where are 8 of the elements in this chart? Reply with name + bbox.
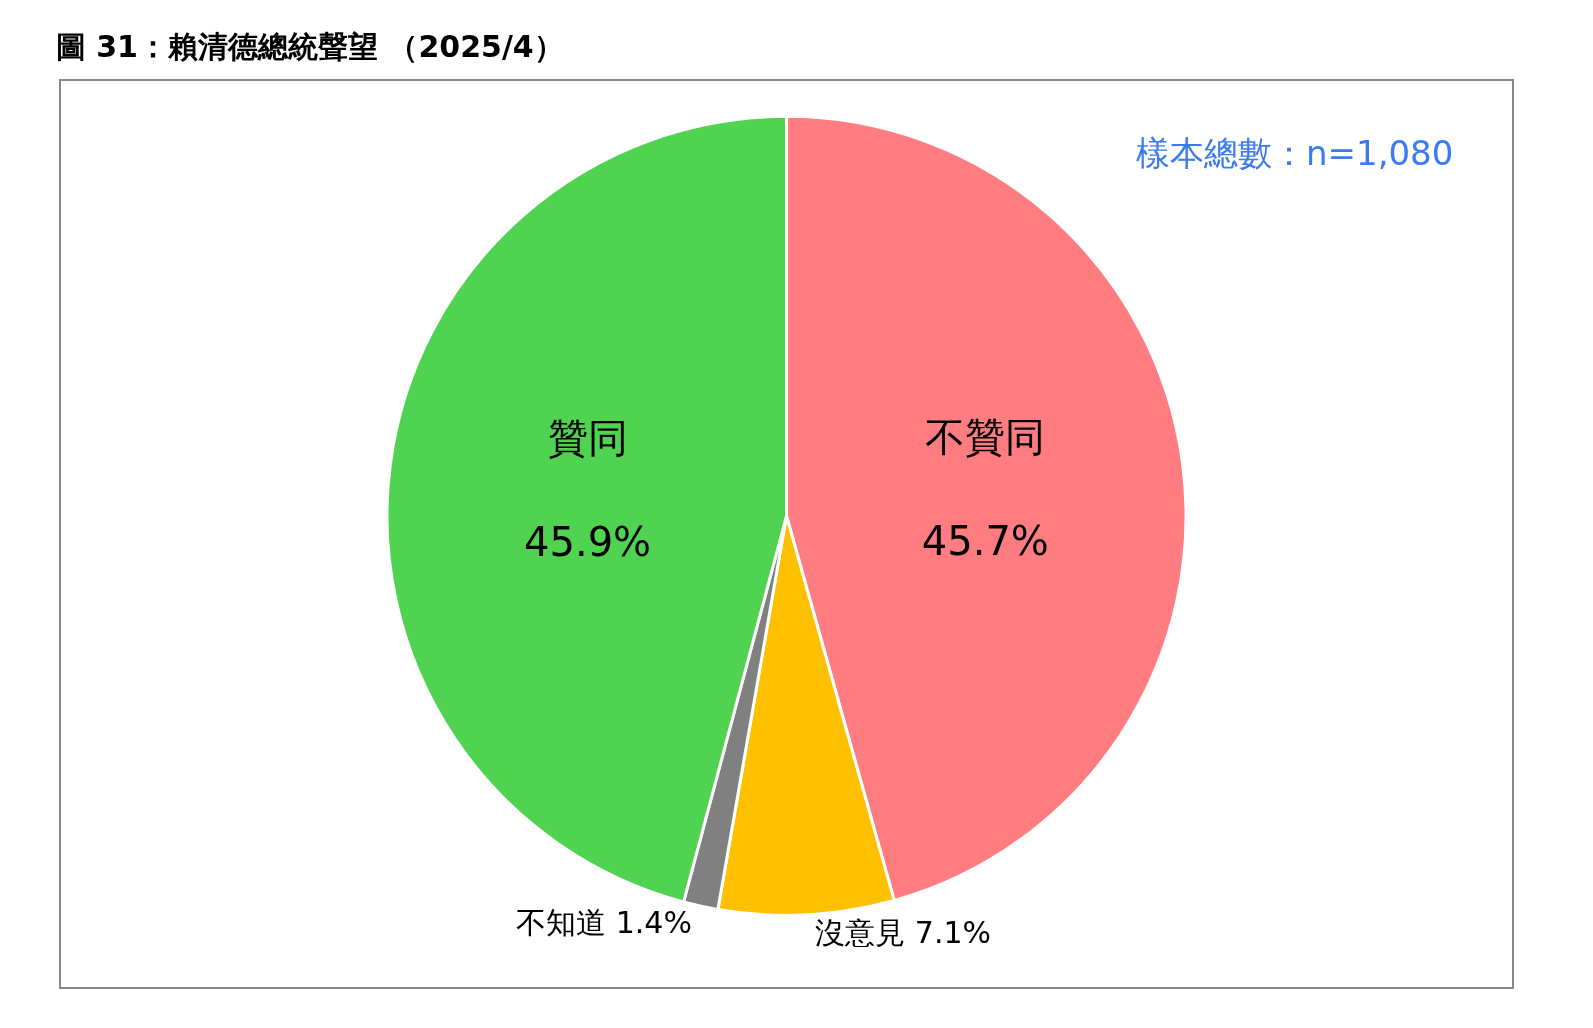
slice-label: 沒意見 7.1%: [815, 914, 992, 950]
text: 樣本總數：n=1,080: [1136, 133, 1454, 173]
chart-title: 圖 31：賴清德總統聲望 （2025/4）: [55, 28, 564, 64]
data-label: 45.7%: [921, 517, 1049, 564]
slice-label: 不知道 1.4%: [516, 905, 692, 941]
slice-label: 不贊同: [925, 413, 1046, 460]
slice-label: 贊同: [547, 414, 628, 461]
data-label: 45.9%: [524, 518, 652, 565]
